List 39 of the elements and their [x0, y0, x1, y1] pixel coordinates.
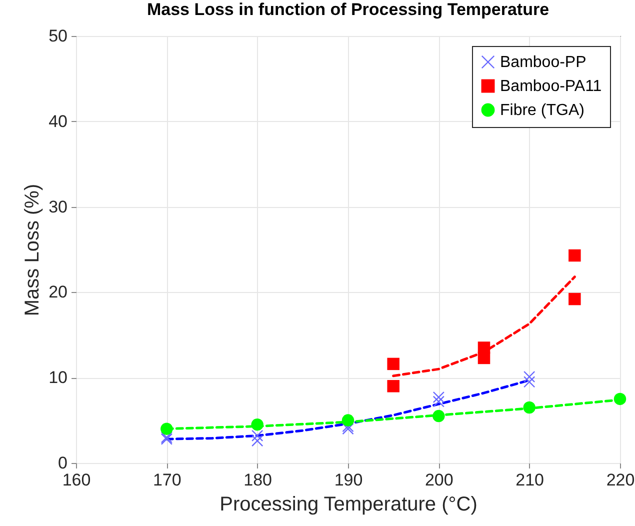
- line-series: [165, 378, 531, 440]
- point: [251, 430, 264, 442]
- legend-label: Fibre (TGA): [500, 102, 584, 119]
- point: [523, 370, 536, 383]
- x-tick-label: 170: [152, 470, 182, 490]
- y-tick-label: 0: [58, 454, 68, 472]
- x-tick-label: 180: [244, 470, 272, 490]
- x-axis-title: Processing Temperature (°C): [220, 494, 478, 516]
- y-tick-label: 50: [48, 26, 68, 46]
- point: [432, 410, 445, 422]
- y-tick-label: 10: [48, 368, 68, 388]
- point: [342, 422, 354, 435]
- chart-title: Mass Loss in function of Processing Temperature: [146, 0, 550, 19]
- y-tick-label: 20: [48, 282, 68, 302]
- y-tick-label: 30: [48, 197, 68, 216]
- point: [568, 292, 581, 306]
- point: [160, 422, 173, 435]
- point: [523, 376, 536, 388]
- x-tick-label: 210: [516, 470, 544, 490]
- point: [387, 380, 400, 392]
- point: [251, 434, 264, 447]
- y-tick-label: 40: [48, 112, 68, 131]
- point: [387, 358, 400, 370]
- point: [614, 392, 626, 406]
- point: [432, 391, 445, 404]
- legend-label: Bamboo-PP: [500, 54, 586, 71]
- legend-label: Bamboo-PA11: [500, 78, 602, 95]
- point: [432, 396, 445, 408]
- point: [523, 401, 536, 414]
- y-axis-title: Mass Loss (%): [22, 184, 44, 316]
- x-tick-label: 200: [424, 470, 454, 490]
- line-series: [392, 276, 576, 378]
- x-tick-label: 190: [334, 470, 363, 490]
- point: [568, 249, 581, 262]
- point: [251, 418, 264, 431]
- x-tick-label: 220: [606, 470, 635, 490]
- point: [478, 352, 490, 364]
- x-tick-label: 160: [62, 470, 91, 490]
- point: [342, 414, 354, 426]
